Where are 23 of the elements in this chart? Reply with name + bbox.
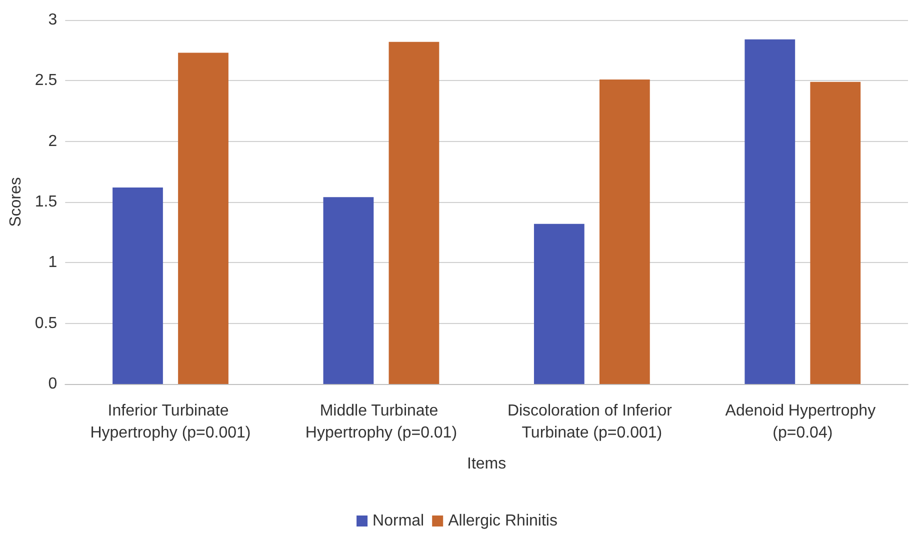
x-tick-label: Adenoid Hypertrophy (p=0.04): [725, 402, 880, 442]
bar: [178, 52, 228, 384]
legend-label: Allergic Rhinitis: [448, 512, 558, 530]
y-tick-label: 1.5: [34, 194, 58, 210]
y-tick-label: 1: [48, 254, 58, 272]
y-axis-title: Scores: [8, 177, 24, 227]
x-axis-title: Items: [467, 456, 506, 472]
x-tick-label: Middle Turbinate Hypertrophy (p=0.01): [305, 402, 458, 442]
y-tick-label: 0.5: [34, 314, 58, 332]
bar: [112, 187, 163, 384]
bar: [388, 42, 440, 384]
x-tick-label: Inferior Turbinate Hypertrophy (p=0.001): [90, 402, 251, 442]
y-tick-label: 2.5: [34, 72, 58, 90]
x-tick-label: Discoloration of Inferior Turbinate (p=0.001): [507, 402, 676, 442]
bar: [810, 82, 861, 384]
bar: [534, 224, 584, 384]
legend-label: Normal: [372, 512, 424, 530]
y-tick-label: 3: [48, 12, 58, 28]
bar: [744, 39, 796, 384]
bar: [599, 79, 650, 384]
y-tick-label: 0: [48, 376, 58, 392]
bar: [323, 197, 374, 384]
y-tick-label: 2: [48, 132, 58, 150]
